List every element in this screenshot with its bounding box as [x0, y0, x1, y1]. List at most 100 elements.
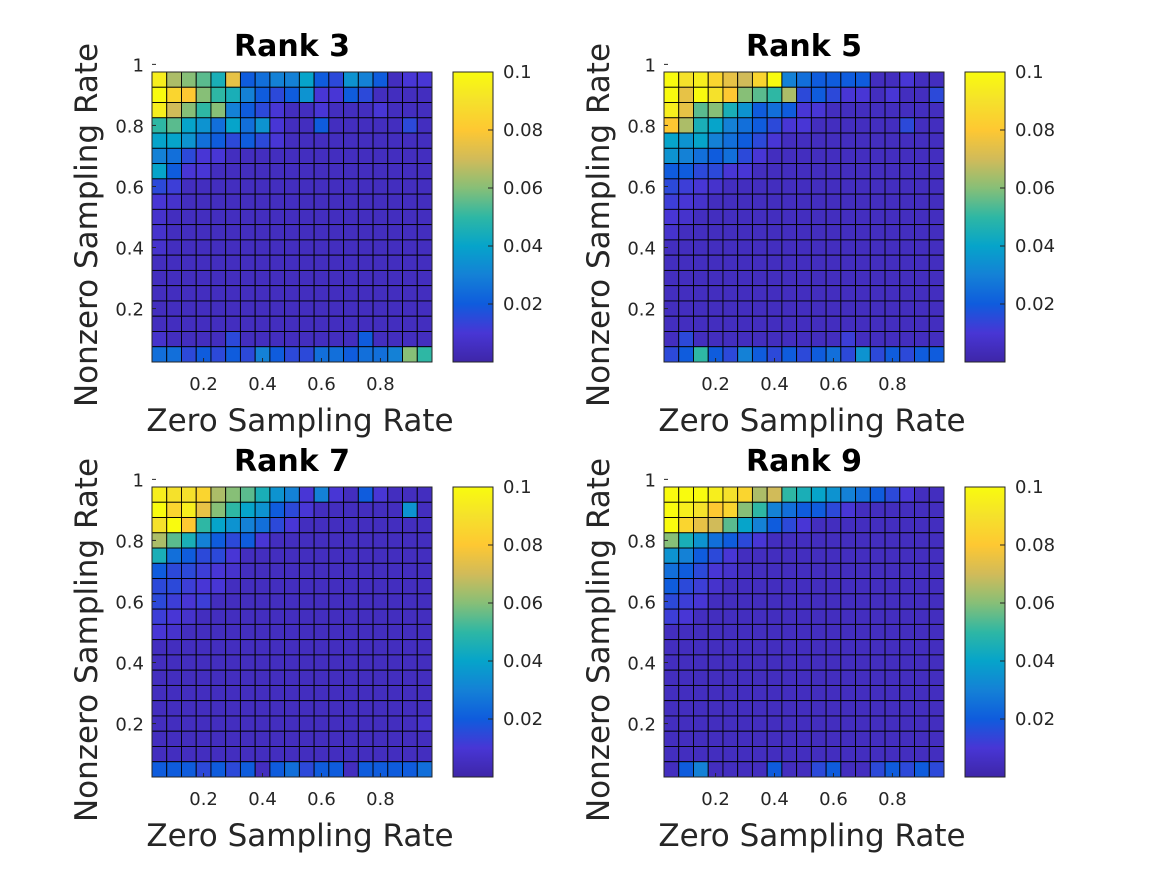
- heatmap-cell: [387, 254, 403, 271]
- heatmap-cell: [914, 486, 930, 503]
- heatmap-cell: [328, 761, 345, 778]
- heatmap-cell: [737, 700, 753, 717]
- heatmap-cell: [254, 132, 271, 149]
- heatmap-cell: [914, 700, 930, 717]
- heatmap-cell: [298, 578, 315, 595]
- heatmap-cell: [343, 163, 359, 180]
- heatmap-cell: [751, 117, 768, 134]
- heatmap-cell: [151, 132, 168, 149]
- heatmap-cell: [796, 684, 812, 702]
- heatmap-cell: [810, 269, 827, 287]
- heatmap-cell: [869, 147, 886, 165]
- heatmap-cell: [151, 147, 168, 165]
- heatmap-cell: [269, 501, 286, 518]
- heatmap-cell: [254, 700, 271, 717]
- heatmap-cell: [151, 578, 168, 595]
- heatmap-cell: [796, 501, 812, 518]
- heatmap-cell: [899, 147, 915, 165]
- y-tick-label: 0.2: [115, 300, 144, 321]
- heatmap-cell: [416, 715, 433, 732]
- heatmap-cell: [663, 623, 680, 641]
- heatmap-cell: [313, 285, 330, 302]
- heatmap-cell: [825, 178, 842, 195]
- heatmap-cell: [343, 517, 359, 534]
- heatmap-cell: [210, 654, 227, 671]
- heatmap-cell: [269, 331, 286, 348]
- heatmap-cell: [372, 578, 389, 595]
- heatmap-cell: [737, 501, 753, 518]
- heatmap-cell: [663, 269, 680, 287]
- heatmap-cell: [869, 315, 886, 332]
- colorbar-tick-label: 0.1: [503, 62, 532, 83]
- heatmap-cell: [737, 486, 753, 503]
- heatmap-cell: [313, 71, 330, 88]
- heatmap-cell: [869, 501, 886, 518]
- heatmap-cell: [195, 117, 212, 134]
- heatmap-cell: [810, 102, 827, 119]
- heatmap-cell: [751, 102, 768, 119]
- y-tick-label: 0.6: [627, 177, 656, 198]
- heatmap-cell: [387, 654, 403, 671]
- heatmap-cell: [328, 331, 345, 348]
- heatmap-cell: [766, 147, 783, 165]
- heatmap-cell: [766, 193, 783, 210]
- heatmap-cell: [855, 669, 871, 686]
- heatmap-cell: [269, 71, 286, 88]
- heatmap-cell: [899, 239, 915, 256]
- heatmap-cell: [166, 331, 182, 348]
- heatmap-cell: [328, 346, 345, 363]
- heatmap-cell: [328, 730, 345, 747]
- heatmap-cell: [840, 163, 857, 180]
- heatmap-cell: [402, 132, 418, 149]
- heatmap-cell: [707, 86, 724, 103]
- heatmap-cell: [343, 315, 359, 332]
- heatmap-cell: [840, 132, 857, 149]
- heatmap-cell: [166, 269, 182, 287]
- heatmap-cell: [840, 517, 857, 534]
- heatmap-cell: [869, 208, 886, 226]
- heatmap-cell: [254, 331, 271, 348]
- heatmap-cell: [737, 117, 753, 134]
- heatmap-cell: [899, 208, 915, 226]
- heatmap-cell: [928, 562, 945, 580]
- heatmap-cell: [796, 532, 812, 549]
- heatmap-cell: [722, 224, 739, 241]
- heatmap-cell: [210, 315, 227, 332]
- heatmap-cell: [343, 501, 359, 518]
- y-tick-label: 0.4: [627, 239, 656, 260]
- heatmap-cell: [372, 700, 389, 717]
- heatmap-cell: [328, 517, 345, 534]
- heatmap-cell: [914, 239, 930, 256]
- heatmap-cell: [343, 285, 359, 302]
- heatmap-cell: [269, 269, 286, 287]
- heatmap-cell: [840, 700, 857, 717]
- heatmap-cell: [928, 315, 945, 332]
- heatmap-cell: [298, 285, 315, 302]
- heatmap-cell: [810, 285, 827, 302]
- heatmap-cell: [928, 285, 945, 302]
- heatmap-cell: [254, 547, 271, 564]
- heatmap-cell: [810, 684, 827, 702]
- heatmap-cell: [210, 269, 227, 287]
- heatmap-cell: [796, 562, 812, 580]
- heatmap-cell: [737, 669, 753, 686]
- heatmap-cell: [678, 331, 694, 348]
- heatmap-cell: [210, 700, 227, 717]
- heatmap-cell: [372, 562, 389, 580]
- heatmap-cell: [269, 669, 286, 686]
- heatmap-cell: [239, 669, 256, 686]
- heatmap-cell: [151, 269, 168, 287]
- heatmap-cell: [693, 623, 709, 641]
- heatmap-cell: [693, 117, 709, 134]
- heatmap-cell: [722, 315, 739, 332]
- heatmap-cell: [343, 562, 359, 580]
- y-tick-label: 0.6: [115, 592, 144, 613]
- heatmap-cell: [751, 547, 768, 564]
- heatmap-cell: [166, 669, 182, 686]
- heatmap-cell: [387, 715, 403, 732]
- heatmap-cell: [195, 224, 212, 241]
- heatmap-cell: [869, 269, 886, 287]
- heatmap-cell: [899, 132, 915, 149]
- heatmap-cell: [707, 208, 724, 226]
- heatmap-cell: [678, 178, 694, 195]
